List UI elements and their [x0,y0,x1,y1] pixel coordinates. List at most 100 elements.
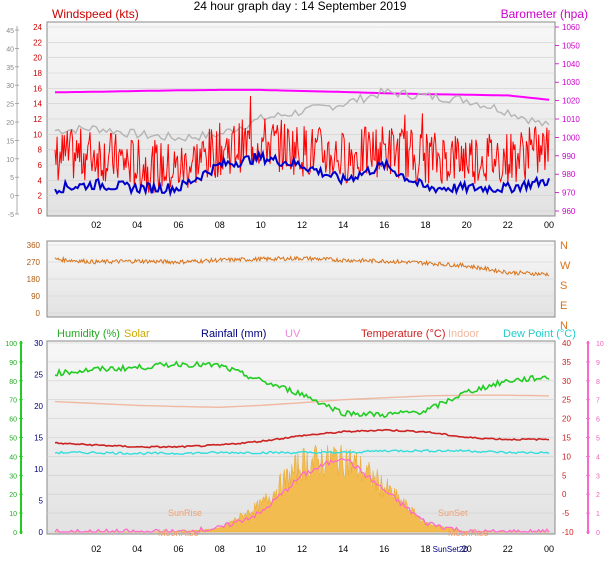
temperature-tick-label: 0 [562,490,567,499]
barometer-tick-label: 980 [562,170,576,179]
temperature-panel: -10-505101520253035400102030405060708090… [5,328,604,538]
compass-label: W [560,260,571,272]
humidity-tick-label: 40 [9,454,17,461]
temperature-tick-label: 10 [562,452,571,461]
direction-tick-label: 360 [27,241,41,250]
uv-tick-label: 7 [596,398,600,405]
x-tick-label: 22 [503,544,513,554]
wind-tick-label: 0 [38,207,43,216]
humidity-tick-label: 10 [9,511,17,518]
compass-label: N [560,240,568,252]
x-axis-ticks-wind: 02 04 06 08 10 12 14 16 18 20 22 00 [91,220,554,230]
uv-line [54,458,550,533]
wind-outer-tick-label: 20 [6,120,14,127]
gust-max-line [54,87,550,142]
uv-tick-label: 0 [596,530,600,537]
x-tick-label: 12 [297,544,307,554]
sun-moon-annotations: SunRise SunSet MoonRise MoonRise [158,508,489,538]
moonrise-label-1: MoonRise [158,528,199,538]
direction-tick-label: 0 [36,309,41,318]
rainfall-tick-label: 20 [34,402,43,411]
x-tick-label: 16 [379,544,389,554]
sunrise-label: SunRise [168,508,202,518]
humidity-tick-label: 80 [9,379,17,386]
barometer-tick-label: 1050 [562,41,580,50]
x-tick-label: 14 [338,220,348,230]
wind-tick-label: 2 [38,192,43,201]
wind-direction-line [54,255,550,277]
wind-outer-tick-label: 40 [6,46,14,53]
graph-title: 24 hour graph day : 14 September 2019 [194,0,407,13]
legend-solar: Solar [124,328,150,340]
x-tick-label: 18 [420,544,430,554]
x-tick-label: 02 [91,220,101,230]
wind-tick-label: 14 [33,100,42,109]
x-tick-label: 08 [215,220,225,230]
humidity-tick-label: 0 [13,530,17,537]
wind-tick-label: 10 [33,130,42,139]
temperature-tick-label: 40 [562,339,571,348]
wind-outer-tick-label: 15 [6,138,14,145]
uv-tick-label: 3 [596,473,600,480]
x-tick-label: 04 [132,220,142,230]
barometer-tick-label: 960 [562,207,576,216]
barometer-label: Barometer (hpa) [501,7,588,21]
wind-tick-label: 16 [33,84,42,93]
x-tick-label: 00 [544,544,554,554]
x-tick-label: 10 [256,220,266,230]
wind-tick-label: 18 [33,69,42,78]
barometer-tick-label: 1030 [562,78,580,87]
legend-indoor: Indoor [448,328,480,340]
rainfall-tick-label: 0 [39,528,44,537]
rainfall-tick-label: 30 [34,339,43,348]
x-tick-label: 20 [462,220,472,230]
sunset-tick-label: SunSet20 [433,545,469,554]
rainfall-tick-label: 10 [34,465,43,474]
barometer-tick-label: 1010 [562,115,580,124]
windspeed-label: Windspeed (kts) [52,7,139,21]
barometer-tick-label: 990 [562,152,576,161]
wind-tick-label: 6 [38,161,43,170]
temperature-tick-label: -5 [562,509,570,518]
direction-tick-label: 180 [27,275,41,284]
barometer-tick-label: 1040 [562,60,580,69]
legend-uv: UV [285,328,301,340]
humidity-tick-label: 20 [9,492,17,499]
wind-tick-label: 4 [38,176,43,185]
x-tick-label: 14 [338,544,348,554]
temperature-line [54,428,550,449]
x-tick-label: 22 [503,220,513,230]
chart-legend: Humidity (%) Solar Rainfall (mm) UV Temp… [57,328,576,340]
compass-label: N [560,320,568,332]
humidity-tick-label: 90 [9,360,17,367]
legend-dewpoint: Dew Point (°C) [503,328,576,340]
humidity-tick-label: 100 [5,341,17,348]
wind-panel: Windspeed (kts) Barometer (hpa) 02468101… [6,7,588,219]
wind-outer-tick-label: 5 [10,175,14,182]
uv-tick-label: 9 [596,360,600,367]
x-tick-label: 04 [132,544,142,554]
dewpoint-line [54,448,550,456]
wind-outer-tick-label: 25 [6,102,14,109]
direction-tick-label: 270 [27,258,41,267]
rainfall-tick-label: 25 [34,371,43,380]
legend-humidity: Humidity (%) [57,328,120,340]
x-tick-label: 00 [544,220,554,230]
uv-tick-label: 2 [596,492,600,499]
humidity-tick-label: 30 [9,473,17,480]
x-tick-label: 10 [256,544,266,554]
uv-tick-label: 8 [596,379,600,386]
wind-average-line [54,149,550,198]
wind-outer-tick-label: 0 [10,194,14,201]
uv-tick-label: 5 [596,436,600,443]
wind-speed-line [54,95,550,194]
x-tick-label: 06 [173,544,183,554]
temperature-tick-label: 35 [562,358,571,367]
compass-label: E [560,300,567,312]
wind-outer-tick-label: 10 [6,157,14,164]
x-axis-ticks-temperature: 02 04 06 08 10 12 14 16 18 20 22 00 SunSet20 [91,544,554,554]
barometer-tick-label: 1060 [562,23,580,32]
direction-tick-label: 90 [31,292,40,301]
